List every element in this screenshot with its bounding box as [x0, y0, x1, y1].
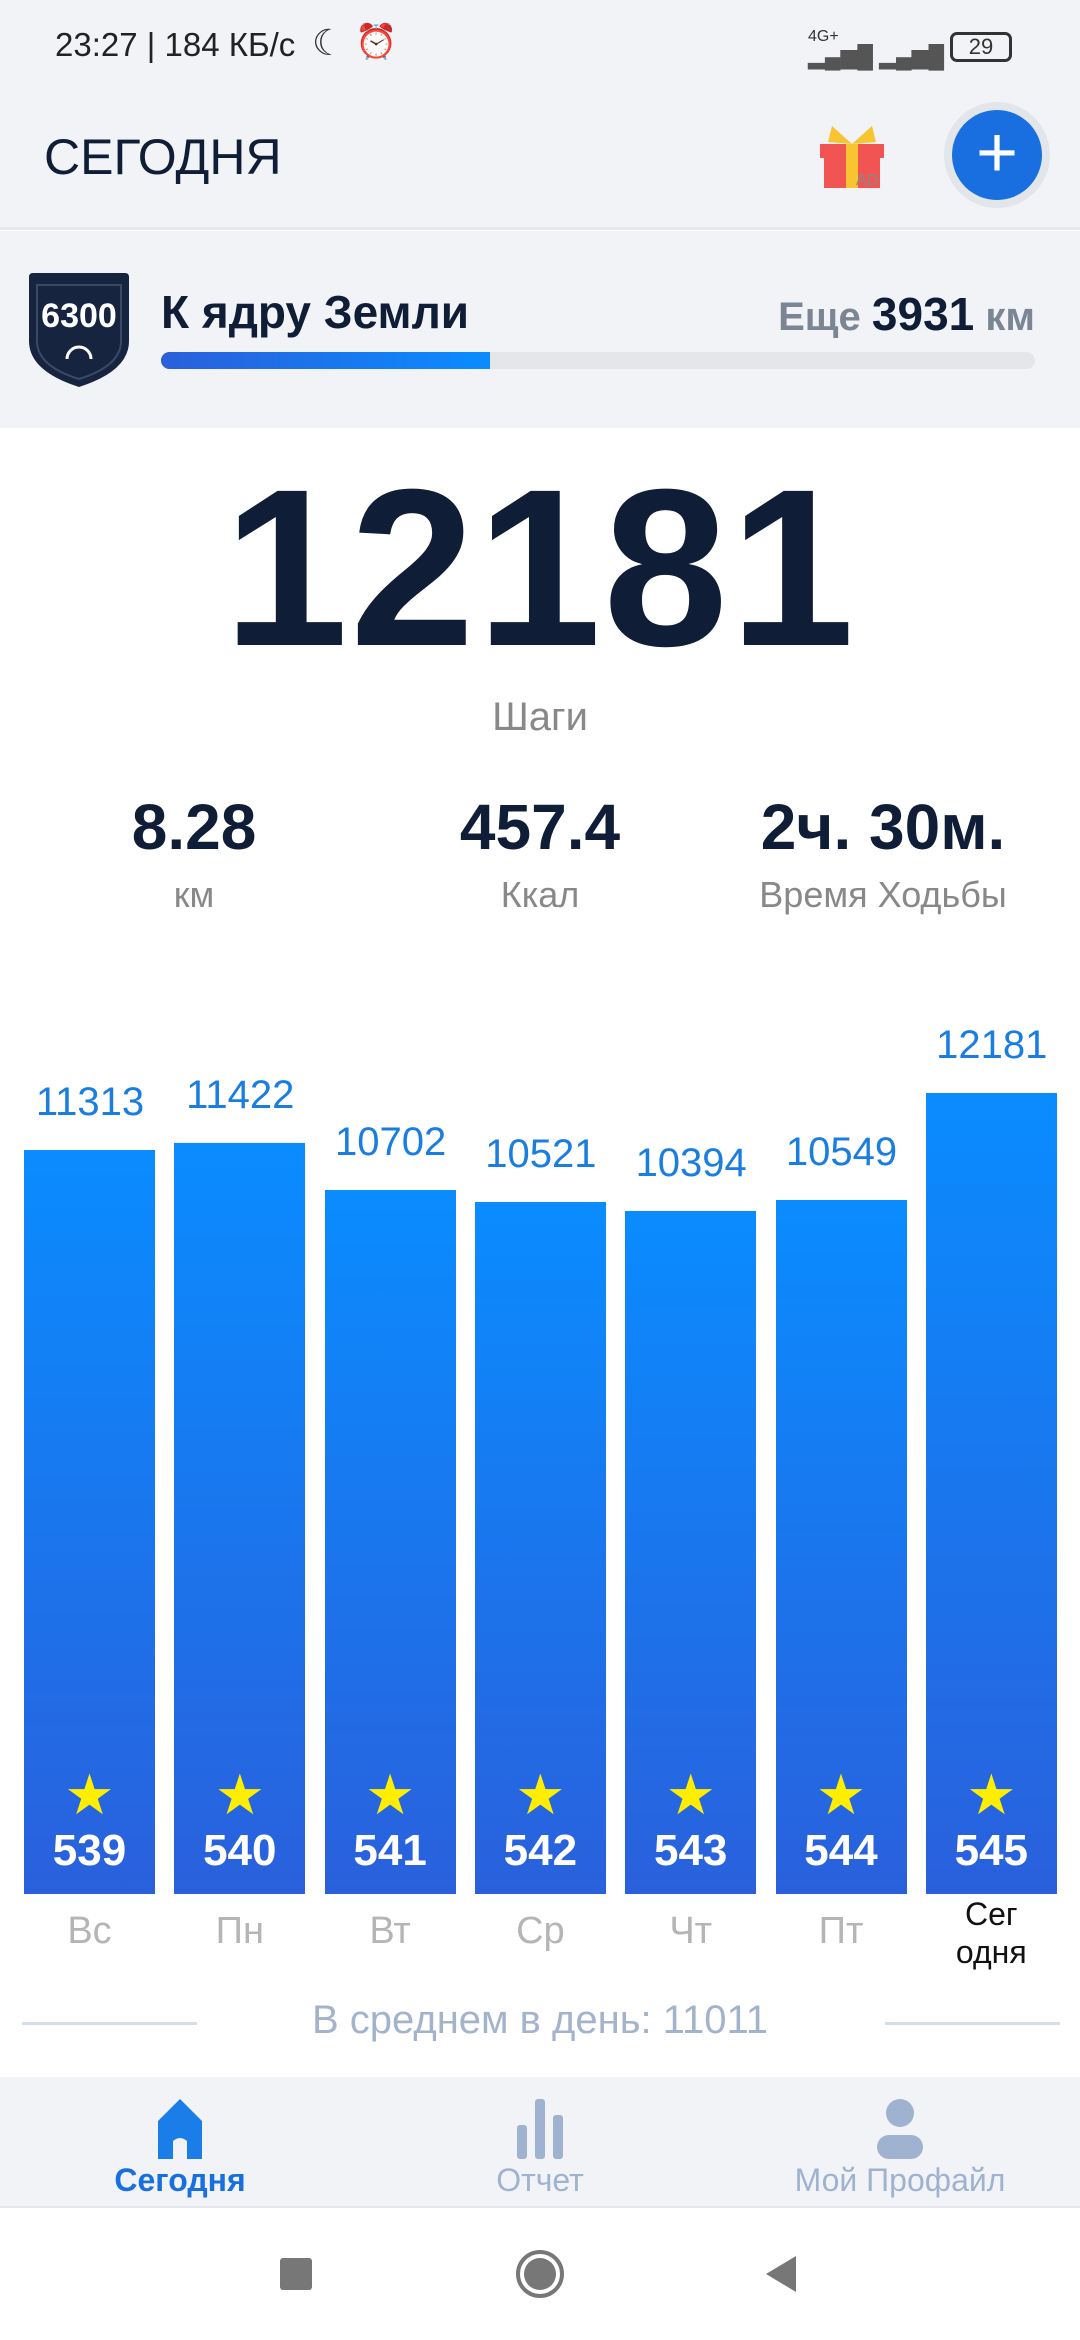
gift-icon	[820, 126, 884, 188]
home-button[interactable]	[516, 2250, 564, 2298]
status-bar: 23:27 | 184 КБ/с ☾ ⏰ 4G+ ▂▄▆█ ▂▄▆█ 29	[0, 0, 1080, 92]
day-label: Чт	[669, 1910, 713, 1952]
tab-profile[interactable]: Мой Профайл	[720, 2077, 1080, 2208]
page-title: СЕГОДНЯ	[44, 129, 282, 185]
step-count: 12181	[223, 443, 857, 693]
battery-icon: 29	[950, 32, 1012, 62]
chart-bar[interactable]: ★ 544	[775, 1200, 907, 1894]
stat-distance: 8.28 км	[131, 791, 257, 915]
bar-badge-number: 545	[954, 1826, 1028, 1875]
remaining-distance: Еще 3931 км	[778, 288, 1035, 340]
ad-badge: AD	[856, 172, 879, 189]
tab-report[interactable]: Отчет	[360, 2077, 720, 2208]
status-text: 23:27 | 184 КБ/с	[55, 26, 296, 63]
star-icon: ★	[364, 1763, 416, 1826]
bar-value-label: 10521	[485, 1132, 597, 1177]
bar-value-label: 10394	[635, 1140, 747, 1185]
day-label: Вс	[67, 1910, 112, 1952]
day-label: Вт	[369, 1910, 411, 1952]
stat-walk-time: 2ч. 30м. Время Ходьбы	[759, 791, 1007, 915]
step-label: Шаги	[492, 695, 588, 739]
challenge-title: К ядру Земли	[161, 286, 470, 338]
plus-icon: +	[952, 110, 1042, 200]
system-nav-bar	[0, 2208, 1080, 2340]
home-icon	[158, 2099, 202, 2159]
bar-badge-number: 541	[353, 1826, 427, 1875]
recents-button[interactable]	[280, 2258, 312, 2290]
star-icon: ★	[64, 1763, 115, 1826]
signal-icon: ▂▄▆█ ▂▄▆█	[808, 44, 945, 69]
chart-bar[interactable]: ★ 541	[324, 1190, 456, 1894]
moon-icon: ☾	[312, 22, 345, 63]
star-icon: ★	[815, 1763, 867, 1826]
bar-badge-number: 539	[52, 1826, 127, 1875]
add-button[interactable]: +	[944, 102, 1050, 208]
chart-bar[interactable]: ★ 545	[925, 1093, 1057, 1894]
bar-badge-number: 543	[653, 1826, 728, 1875]
day-label: Пн	[215, 1910, 264, 1952]
bar-badge-number: 542	[503, 1826, 578, 1875]
progress-fill	[161, 352, 490, 369]
bar-value-label: 10549	[785, 1130, 898, 1175]
star-icon: ★	[515, 1763, 566, 1826]
stat-calories: 457.4 Ккал	[459, 791, 621, 915]
day-label: Сег одня	[955, 1896, 1027, 1970]
profile-icon	[877, 2099, 923, 2159]
bar-value-label: 11313	[35, 1080, 145, 1125]
bar-badge-number: 540	[203, 1826, 277, 1875]
bar-value-label: 11422	[186, 1072, 295, 1117]
chart-bar[interactable]: ★ 543	[625, 1210, 757, 1894]
challenge-card[interactable]: 6300 К ядру Земли Еще 3931 км	[0, 231, 1080, 428]
bar-value-label: 10702	[334, 1120, 447, 1165]
chart-bar[interactable]: ★ 542	[474, 1202, 606, 1894]
bar-value-label: 12181	[936, 1023, 1048, 1067]
gift-ad-button[interactable]: AD	[818, 122, 886, 192]
daily-average: В среднем в день: 11011	[311, 1998, 769, 2042]
star-icon: ★	[214, 1763, 265, 1826]
badge-number: 6300	[41, 297, 117, 335]
app-header: СЕГОДНЯ AD +	[0, 92, 1080, 230]
bar-chart-icon	[517, 2099, 563, 2159]
challenge-progress-bar	[161, 352, 1035, 369]
day-label: Пт	[818, 1910, 864, 1952]
star-icon: ★	[966, 1763, 1017, 1826]
chart-bar[interactable]: ★ 539	[24, 1150, 155, 1894]
challenge-badge: 6300	[27, 271, 131, 389]
star-icon: ★	[665, 1763, 716, 1826]
divider	[885, 2022, 1060, 2025]
chart-bar[interactable]: ★ 540	[174, 1142, 306, 1894]
alarm-icon: ⏰	[355, 23, 398, 61]
bar-badge-number: 544	[804, 1826, 878, 1875]
back-button[interactable]	[764, 2254, 798, 2294]
bottom-nav: Сегодня Отчет Мой Профайл	[0, 2077, 1080, 2208]
divider	[22, 2022, 197, 2025]
day-label: Ср	[516, 1910, 565, 1952]
tab-today[interactable]: Сегодня	[0, 2077, 360, 2208]
network-label: 4G+	[808, 28, 839, 45]
